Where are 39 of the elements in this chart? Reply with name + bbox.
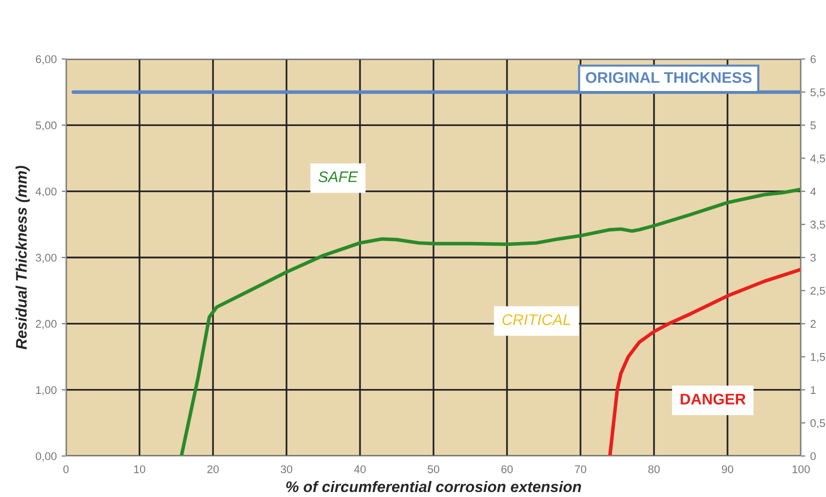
y-tick-label: 3,00 bbox=[36, 254, 57, 263]
x-tick-label: 30 bbox=[280, 465, 292, 474]
y-tick-label: 0,00 bbox=[36, 452, 57, 462]
annotation: CRITICAL bbox=[502, 314, 570, 326]
annotation: SAFE bbox=[318, 171, 358, 182]
line-series bbox=[180, 188, 801, 456]
y-tick-label: 5,00 bbox=[36, 121, 57, 131]
y2-tick-label: 5,5 bbox=[810, 88, 826, 98]
x-tick-label: 60 bbox=[501, 465, 513, 474]
y-tick-label: 2,00 bbox=[36, 320, 57, 330]
y2-tick-label: 4,5 bbox=[810, 154, 826, 164]
y2-tick-label: 6 bbox=[810, 55, 816, 64]
y2-tick-label: 3 bbox=[810, 254, 816, 262]
y-tick-label: 1,00 bbox=[36, 386, 57, 396]
x-tick-label: 0 bbox=[63, 465, 69, 474]
y2-tick-label: 1 bbox=[810, 386, 816, 394]
y-tick-label: 6,00 bbox=[36, 55, 57, 64]
x-tick-label: 40 bbox=[354, 465, 366, 474]
x-tick-label: 10 bbox=[134, 465, 146, 474]
x-tick-label: 100 bbox=[792, 465, 810, 474]
y2-tick-label: 0,5 bbox=[810, 419, 826, 428]
y2-tick-label: 2 bbox=[810, 320, 816, 328]
y-tick-label: 4,00 bbox=[36, 188, 57, 197]
y-axis-title: Residual Thickness (mm) bbox=[16, 166, 30, 350]
y2-tick-label: 2,5 bbox=[810, 286, 826, 296]
ref-line-label: ORIGINAL THICKNESS bbox=[586, 72, 752, 83]
y2-tick-label: 0 bbox=[810, 452, 816, 460]
x-tick-label: 70 bbox=[574, 465, 586, 474]
annotation: DANGER bbox=[680, 394, 746, 405]
y2-tick-label: 3,5 bbox=[810, 220, 826, 230]
y2-tick-label: 1,5 bbox=[810, 353, 826, 362]
y2-tick-label: 5 bbox=[810, 122, 816, 130]
line-series bbox=[608, 268, 801, 456]
x-tick-label: 50 bbox=[428, 465, 440, 474]
x-axis-title: % of circumferential corrosion extension bbox=[286, 480, 582, 492]
x-tick-label: 80 bbox=[648, 465, 660, 474]
y2-tick-label: 4 bbox=[810, 188, 816, 196]
x-tick-label: 20 bbox=[207, 465, 219, 474]
x-tick-label: 90 bbox=[722, 465, 734, 474]
